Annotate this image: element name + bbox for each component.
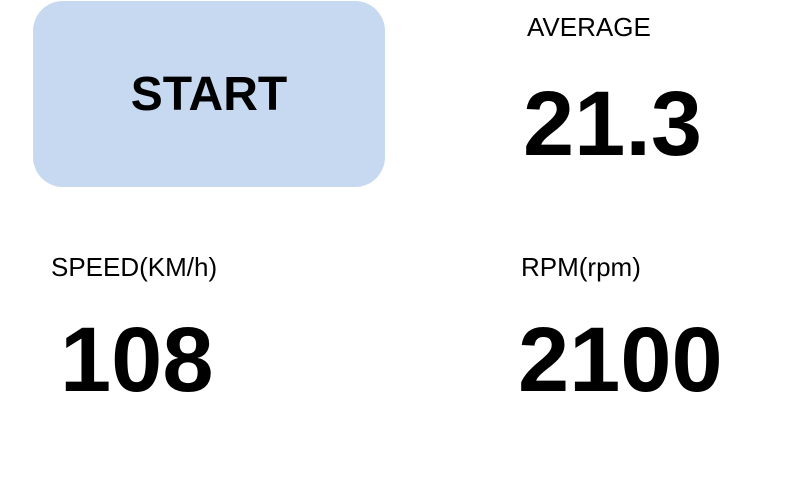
start-button[interactable]: START (33, 1, 385, 187)
rpm-label: RPM(rpm) (521, 252, 641, 282)
speed-value: 108 (60, 309, 214, 411)
speed-label: SPEED(KM/h) (51, 252, 218, 282)
rpm-value: 2100 (518, 309, 723, 411)
average-value: 21.3 (523, 73, 703, 175)
average-label: AVERAGE (527, 12, 651, 42)
